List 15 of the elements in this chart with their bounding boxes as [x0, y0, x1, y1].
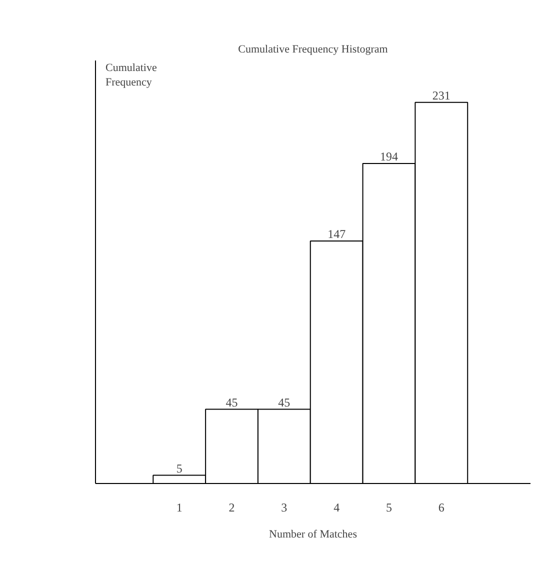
- x-tick-label: 2: [228, 500, 235, 514]
- data-label: 45: [278, 395, 290, 410]
- x-tick-label: 6: [438, 500, 444, 514]
- data-label: 45: [226, 395, 238, 410]
- data-label: 194: [380, 149, 398, 164]
- data-label: 231: [432, 88, 450, 102]
- x-tick-label: 3: [281, 500, 288, 514]
- x-axis-title: Number of Matches: [269, 528, 357, 540]
- data-label: 147: [328, 226, 346, 241]
- x-tick-label: 5: [386, 500, 392, 514]
- x-tick-label: 4: [334, 500, 340, 514]
- chart-title: Cumulative Frequency Histogram: [238, 44, 388, 56]
- x-tick-label: 1: [176, 500, 182, 514]
- y-axis-title: Cumulative Frequency: [106, 62, 157, 88]
- data-label: 5: [176, 461, 182, 476]
